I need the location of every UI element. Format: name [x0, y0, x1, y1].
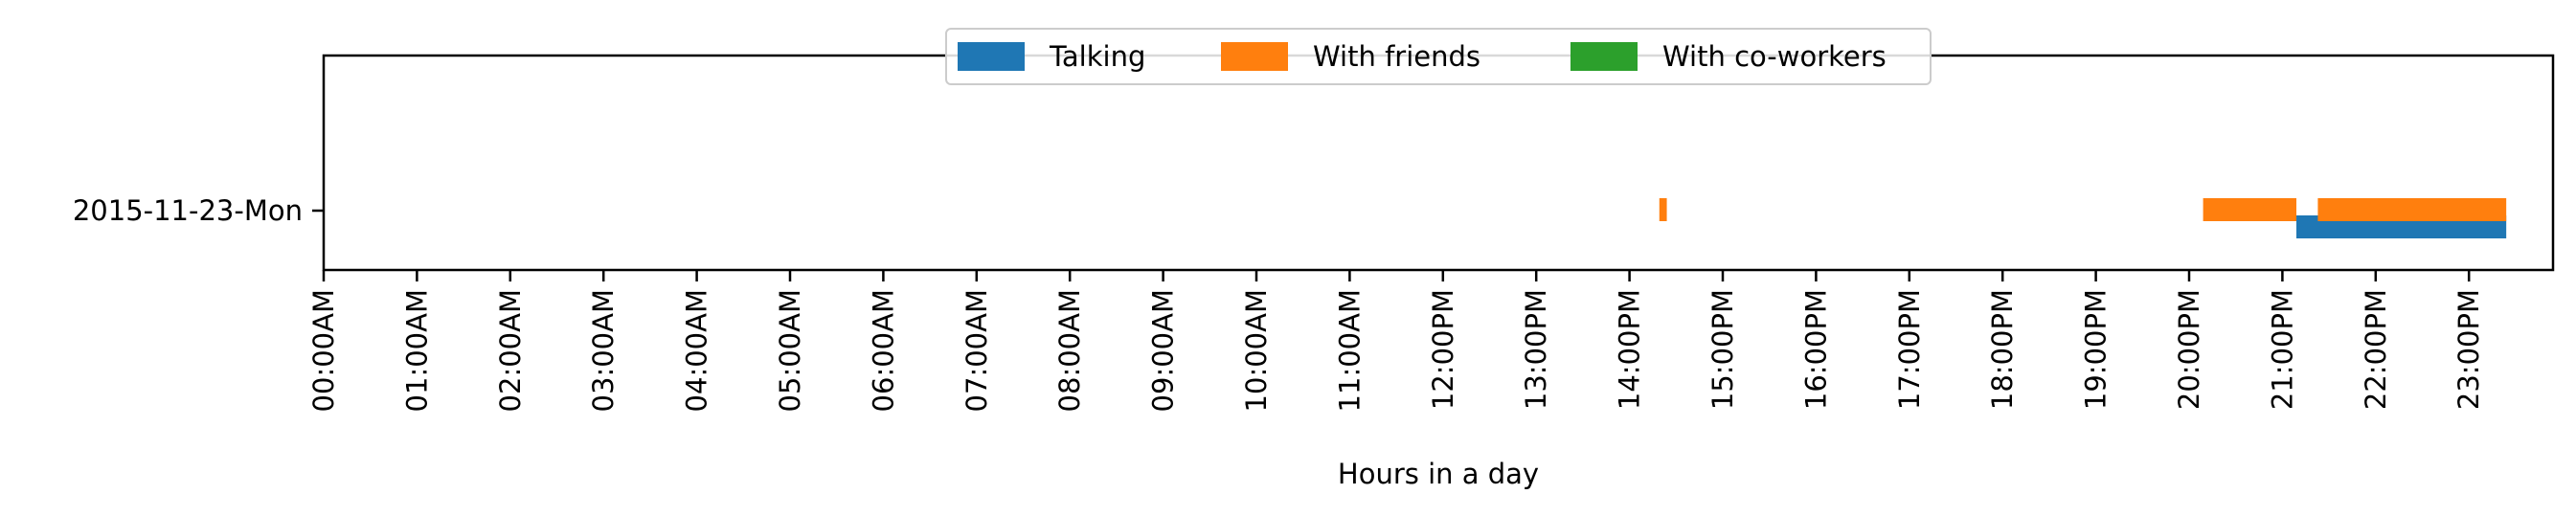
x-tick-label: 08:00AM	[1053, 289, 1086, 412]
legend-swatch	[958, 42, 1025, 71]
y-tick-label: 2015-11-23-Mon	[73, 194, 303, 227]
x-tick-label: 05:00AM	[774, 289, 806, 412]
legend-label: Talking	[1049, 40, 1145, 73]
x-tick-label: 03:00AM	[587, 289, 620, 412]
x-tick-label: 09:00AM	[1147, 289, 1180, 412]
x-tick-label: 04:00AM	[681, 289, 713, 412]
x-tick-label: 15:00PM	[1706, 289, 1739, 410]
x-tick-label: 13:00PM	[1520, 289, 1552, 410]
x-tick-label: 07:00AM	[960, 289, 993, 412]
bar-with-friends	[1659, 198, 1667, 221]
legend-label: With co-workers	[1662, 40, 1887, 73]
legend: Talking With friends With co-workers	[945, 28, 1932, 85]
legend-swatch	[1221, 42, 1288, 71]
plot-frame	[322, 54, 2555, 272]
x-tick-label: 02:00AM	[494, 289, 527, 412]
x-axis-label: Hours in a day	[1338, 458, 1539, 490]
x-tick-label: 01:00AM	[400, 289, 433, 412]
x-tick-label: 14:00PM	[1614, 289, 1646, 410]
x-tick-label: 18:00PM	[1986, 289, 2019, 410]
x-tick-label: 12:00PM	[1427, 289, 1459, 410]
y-axis: 2015-11-23-Mon	[73, 194, 324, 227]
bars-layer	[1659, 198, 2507, 238]
x-tick-label: 06:00AM	[867, 289, 899, 412]
legend-label: With friends	[1313, 40, 1480, 73]
x-tick-label: 20:00PM	[2173, 289, 2205, 410]
x-tick-label: 00:00AM	[307, 289, 340, 412]
x-tick-label: 23:00PM	[2452, 289, 2485, 410]
x-tick-label: 19:00PM	[2080, 289, 2113, 410]
legend-swatch	[1570, 42, 1638, 71]
x-tick-label: 10:00AM	[1240, 289, 1273, 412]
x-tick-label: 22:00PM	[2360, 289, 2392, 410]
x-tick-label: 16:00PM	[1799, 289, 1832, 410]
x-tick-label: 11:00AM	[1333, 289, 1366, 412]
x-tick-label: 21:00PM	[2266, 289, 2298, 410]
x-axis: 00:00AM 01:00AM 02:00AM 03:00AM 04:00AM 05:00…	[307, 270, 2485, 412]
bar-with-friends	[2203, 198, 2297, 221]
legend-box	[945, 28, 1932, 85]
bar-with-friends	[2317, 198, 2507, 221]
x-tick-label: 17:00PM	[1893, 289, 1926, 410]
